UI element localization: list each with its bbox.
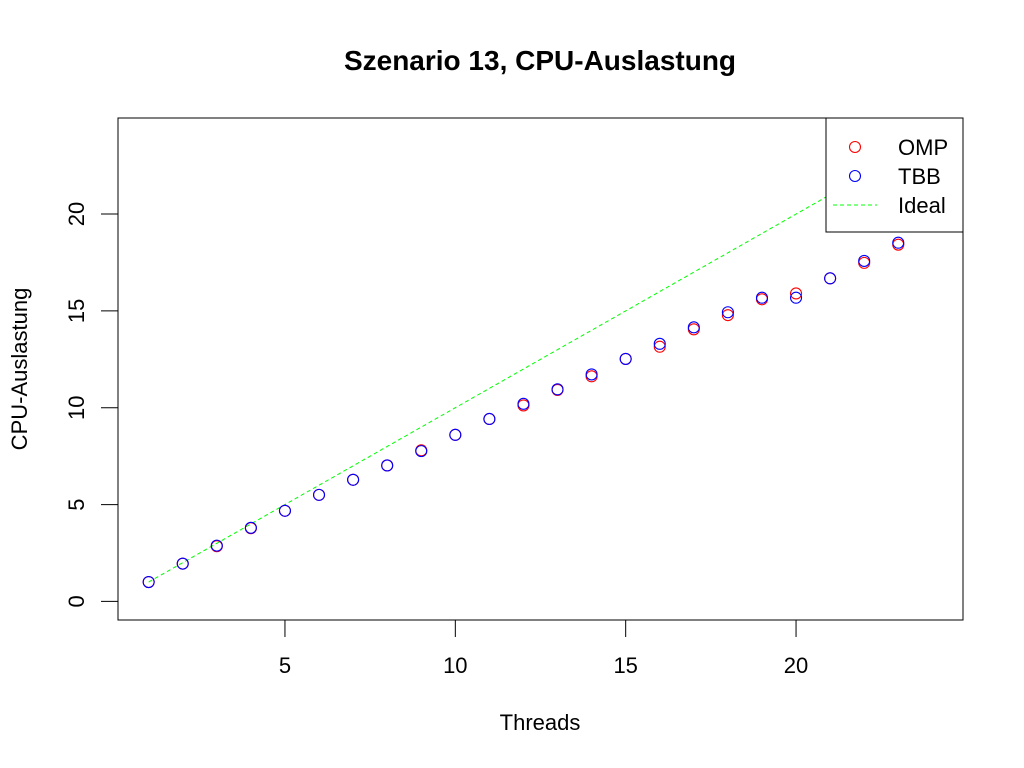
legend-label-ideal: Ideal bbox=[898, 193, 946, 218]
y-tick-label: 0 bbox=[64, 595, 89, 607]
data-point-tbb bbox=[653, 337, 666, 350]
data-point-tbb bbox=[483, 412, 496, 426]
y-tick-label: 20 bbox=[64, 202, 89, 226]
x-tick-label: 10 bbox=[443, 653, 467, 678]
legend-box bbox=[825, 117, 964, 233]
data-point-tbb bbox=[892, 236, 905, 249]
legend: OMP TBB Ideal bbox=[825, 117, 964, 233]
legend-label-omp: OMP bbox=[898, 135, 948, 160]
y-tick-label: 5 bbox=[64, 498, 89, 510]
y-tick-label: 15 bbox=[64, 299, 89, 323]
x-axis: 5 10 15 20 bbox=[279, 619, 808, 678]
data-point-omp bbox=[653, 340, 666, 353]
y-tick-label: 10 bbox=[64, 395, 89, 419]
data-point-tbb bbox=[347, 473, 360, 486]
series-layer bbox=[142, 155, 905, 589]
data-point-tbb bbox=[858, 254, 871, 267]
x-tick-label: 5 bbox=[279, 653, 291, 678]
data-point-tbb bbox=[721, 306, 734, 319]
data-point-tbb bbox=[449, 428, 462, 441]
chart-title: Szenario 13, CPU-Auslastung bbox=[344, 45, 736, 76]
data-point-tbb bbox=[517, 397, 530, 410]
data-point-omp bbox=[721, 309, 734, 322]
data-point-omp bbox=[789, 287, 803, 300]
data-point-tbb bbox=[312, 488, 326, 501]
data-point-tbb bbox=[210, 539, 223, 552]
data-point-tbb bbox=[278, 504, 292, 517]
data-point-tbb bbox=[824, 272, 837, 285]
data-point-tbb bbox=[381, 459, 394, 472]
data-point-tbb bbox=[687, 321, 700, 334]
data-point-tbb bbox=[585, 368, 598, 381]
data-point-tbb bbox=[415, 445, 428, 458]
legend-label-tbb: TBB bbox=[898, 164, 941, 189]
y-axis-label: CPU-Auslastung bbox=[7, 288, 32, 451]
data-point-tbb bbox=[551, 383, 564, 396]
x-tick-label: 20 bbox=[784, 653, 808, 678]
data-point-tbb bbox=[244, 521, 257, 534]
legend-swatch-tbb bbox=[848, 169, 862, 183]
data-point-tbb bbox=[142, 575, 155, 589]
x-axis-label: Threads bbox=[500, 710, 581, 735]
data-point-tbb bbox=[176, 557, 189, 570]
y-axis: 0 5 10 15 20 bbox=[64, 202, 119, 608]
x-tick-label: 15 bbox=[613, 653, 637, 678]
data-point-tbb bbox=[755, 291, 769, 304]
data-point-tbb bbox=[619, 352, 632, 365]
series-line-ideal bbox=[148, 155, 899, 583]
data-point-tbb bbox=[789, 291, 803, 304]
legend-swatch-omp bbox=[848, 140, 862, 154]
